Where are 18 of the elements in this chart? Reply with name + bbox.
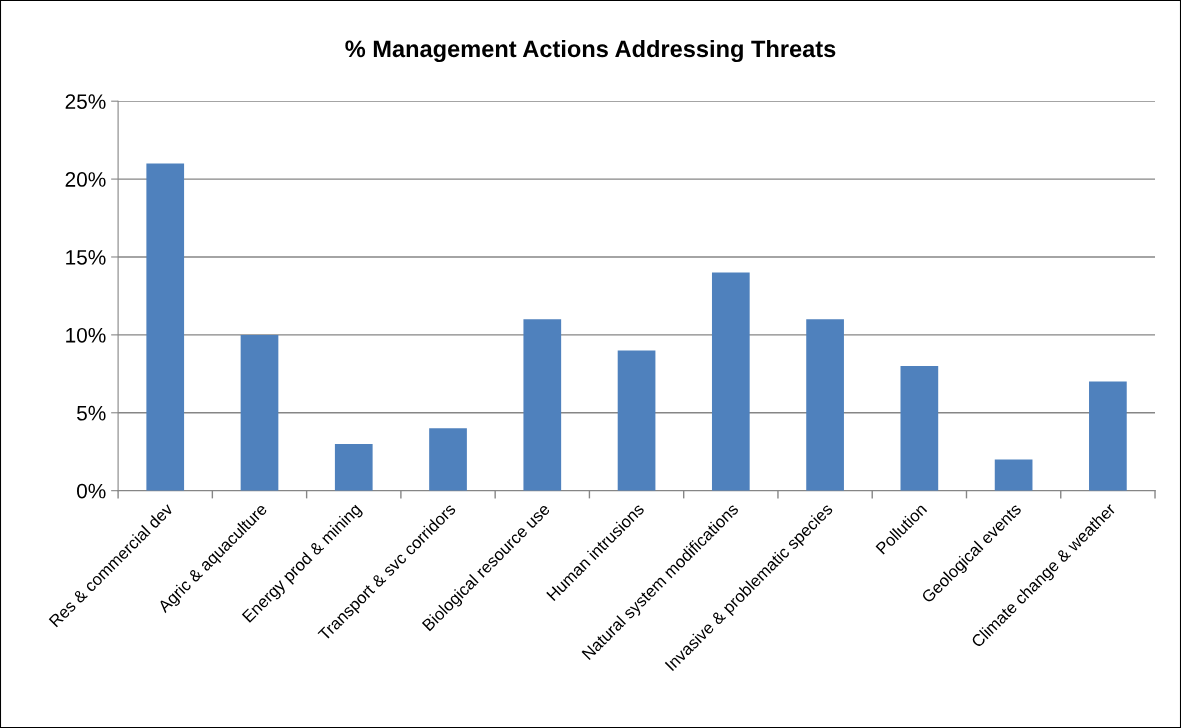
bar xyxy=(617,350,656,491)
bar xyxy=(146,163,185,491)
bar xyxy=(334,443,373,491)
y-tick-label: 25% xyxy=(65,94,106,109)
y-tick-label: 5% xyxy=(77,405,106,421)
bar xyxy=(806,319,844,491)
bar xyxy=(240,334,279,491)
bar xyxy=(711,272,750,491)
y-tick-label: 0% xyxy=(77,483,106,499)
bar xyxy=(523,319,562,491)
y-tick-label: 20% xyxy=(65,172,106,187)
bar xyxy=(900,366,939,491)
bar xyxy=(1089,381,1127,491)
y-tick-label: 15% xyxy=(66,250,106,265)
bar xyxy=(429,428,467,491)
y-tick-label: 10% xyxy=(66,327,106,343)
bar xyxy=(994,459,1033,491)
chart-title: % Management Actions Addressing Threats xyxy=(345,39,836,63)
